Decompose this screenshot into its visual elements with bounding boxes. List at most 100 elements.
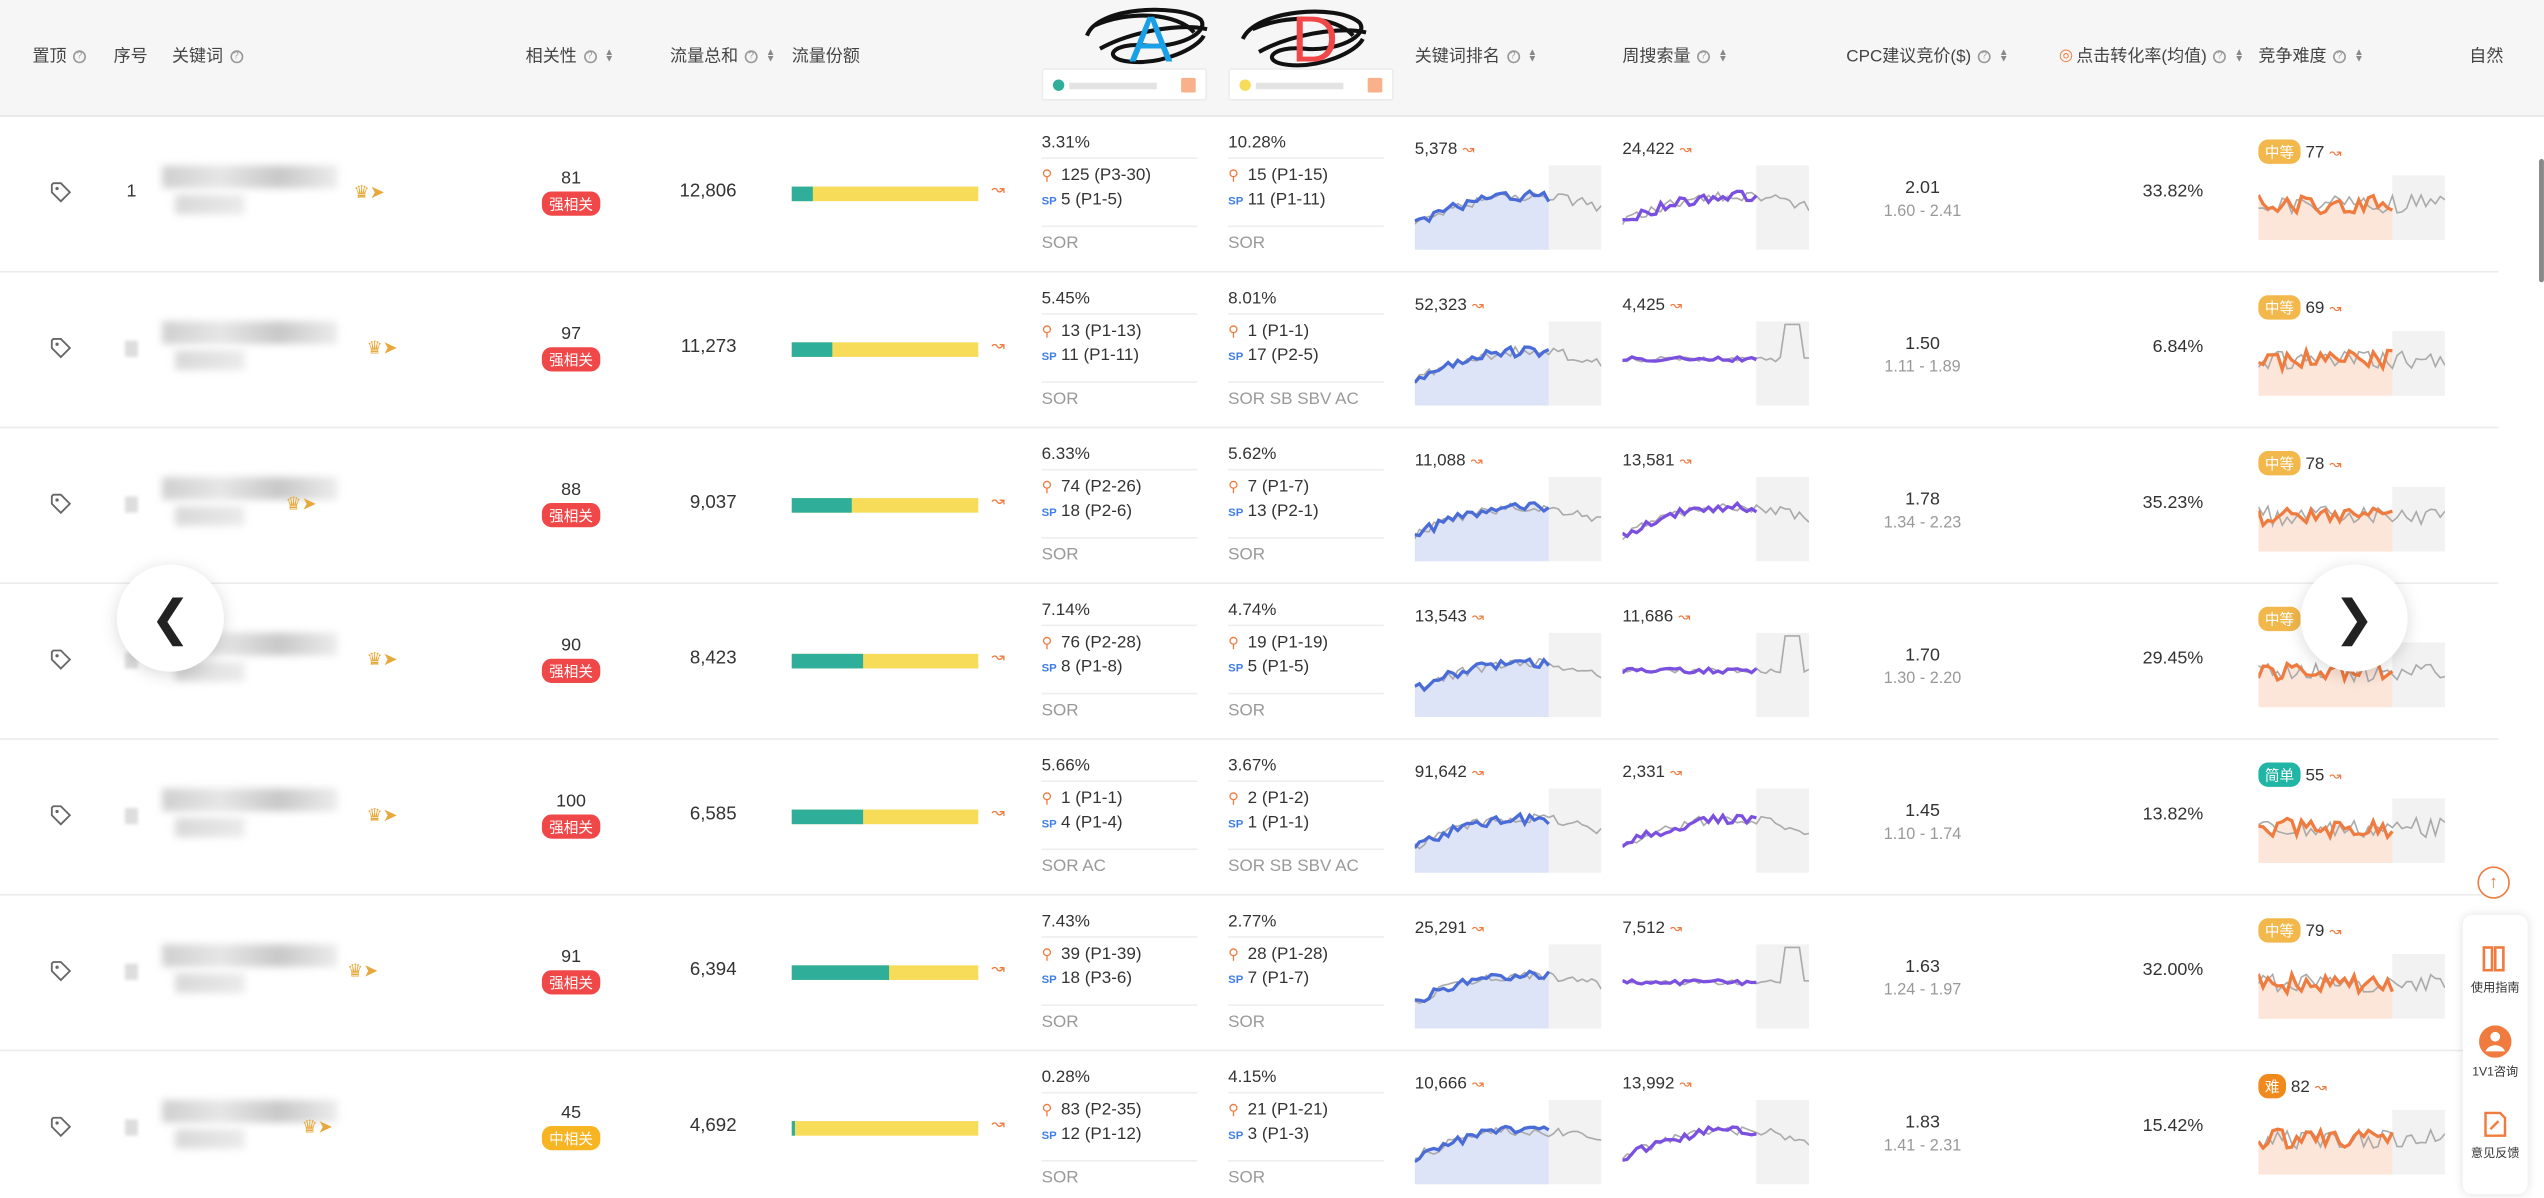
trend-icon[interactable]: ↝: [1471, 919, 1484, 937]
help-icon[interactable]: ?: [229, 49, 243, 63]
trend-icon[interactable]: ↝: [1470, 452, 1483, 469]
sort-icon[interactable]: ▲ ▼: [604, 47, 615, 65]
weekly-search-chart[interactable]: [1621, 788, 1810, 880]
keyword-text[interactable]: [162, 944, 338, 999]
sort-icon[interactable]: ▲ ▼: [2234, 47, 2245, 65]
rank-chart[interactable]: [1414, 476, 1602, 569]
trend-icon[interactable]: ↝: [1669, 296, 1683, 314]
trend-icon[interactable]: ↝: [2329, 767, 2342, 784]
trend-icon[interactable]: ↝: [991, 181, 1005, 200]
trend-icon[interactable]: ↝: [2314, 1078, 2327, 1096]
trend-icon[interactable]: ↝: [991, 337, 1005, 356]
trend-icon[interactable]: ↝: [1669, 764, 1683, 781]
trend-icon[interactable]: ↝: [1471, 1075, 1484, 1092]
table-row[interactable]: ♛➤ 100 强相关 6,585 ↝ 5.66% ⚲ 1 (P1-1) SP 4 (…: [0, 740, 2499, 896]
trend-icon[interactable]: ↝: [1678, 608, 1691, 625]
difficulty-chart[interactable]: [2256, 953, 2446, 1027]
tag-icon[interactable]: [50, 493, 72, 515]
rank-chart[interactable]: [1414, 944, 1603, 1036]
trend-icon[interactable]: ↝: [2329, 923, 2342, 940]
sort-icon[interactable]: ▲ ▼: [765, 47, 776, 65]
guide-button[interactable]: 使用指南: [2463, 944, 2528, 996]
weekly-search-chart[interactable]: [1621, 1099, 1810, 1192]
table-row[interactable]: ♛➤ 88 强相关 9,037 ↝ 6.33% ⚲ 74 (P2-26) SP 18…: [0, 428, 2499, 585]
help-icon[interactable]: ?: [2333, 49, 2346, 63]
header-traffic-total[interactable]: 流量总和? ▲ ▼: [670, 44, 775, 68]
rank-chart[interactable]: [1413, 1099, 1602, 1192]
difficulty-chart[interactable]: [2257, 330, 2446, 404]
competitor-d-selector[interactable]: [1228, 68, 1394, 101]
keyword-text[interactable]: [162, 321, 338, 376]
trend-icon[interactable]: ↝: [991, 1116, 1005, 1135]
next-button[interactable]: ❯: [2300, 564, 2408, 672]
help-icon[interactable]: ?: [1697, 49, 1711, 63]
difficulty-chart[interactable]: [2257, 798, 2446, 871]
trend-icon[interactable]: ↝: [2329, 300, 2342, 317]
weekly-search-chart[interactable]: [1622, 321, 1810, 413]
table-row[interactable]: 1 ♛➤ 81 强相关 12,806 ↝ 3.31% ⚲ 125 (P3-30) …: [0, 117, 2499, 273]
weekly-search-chart[interactable]: [1621, 632, 1810, 725]
trend-icon[interactable]: ↝: [2329, 144, 2342, 161]
consult-button[interactable]: 1V1咨询: [2463, 1025, 2528, 1080]
trend-icon[interactable]: ↝: [2329, 455, 2342, 473]
keyword-text[interactable]: [162, 165, 338, 220]
difficulty-chart[interactable]: [2256, 486, 2446, 560]
keyword-text[interactable]: [162, 476, 338, 532]
rank-chart[interactable]: [1413, 632, 1602, 725]
trend-icon[interactable]: ↝: [1679, 141, 1692, 158]
rank-chart[interactable]: [1413, 788, 1602, 880]
help-icon[interactable]: ?: [744, 49, 758, 63]
sort-icon[interactable]: ▲ ▼: [1527, 47, 1538, 65]
prev-button[interactable]: ❮: [116, 564, 224, 672]
difficulty-chart[interactable]: [2256, 642, 2446, 715]
tag-icon[interactable]: [50, 805, 72, 826]
table-row[interactable]: ♛➤ 91 强相关 6,394 ↝ 7.43% ⚲ 39 (P1-39) SP 18…: [0, 896, 2499, 1052]
header-relevance[interactable]: 相关性? ▲ ▼: [526, 44, 614, 68]
keyword-text[interactable]: [162, 788, 338, 843]
table-row[interactable]: ♛➤ 97 强相关 11,273 ↝ 5.45% ⚲ 13 (P1-13) SP 1…: [0, 273, 2499, 429]
table-row[interactable]: ♛➤ 45 中相关 4,692 ↝ 0.28% ⚲ 83 (P2-35) SP 12…: [0, 1051, 2498, 1198]
back-to-top-button[interactable]: ↑: [2477, 866, 2510, 899]
competitor-a-selector[interactable]: [1041, 68, 1208, 101]
feedback-button[interactable]: 意见反馈: [2463, 1110, 2528, 1162]
tag-icon[interactable]: [50, 960, 72, 982]
tag-icon[interactable]: [50, 182, 72, 203]
scrollbar[interactable]: [2539, 158, 2544, 283]
trend-icon[interactable]: ↝: [991, 804, 1005, 823]
table-row[interactable]: ♛➤ 90 强相关 8,423 ↝ 7.14% ⚲ 76 (P2-28) SP 8 …: [0, 584, 2499, 740]
help-icon[interactable]: ?: [1977, 49, 1991, 63]
trend-icon[interactable]: ↝: [1471, 296, 1484, 314]
tag-icon[interactable]: [50, 649, 72, 670]
trend-icon[interactable]: ↝: [1679, 452, 1692, 469]
trend-icon[interactable]: ↝: [1669, 919, 1683, 937]
sort-icon[interactable]: ▲ ▼: [2354, 47, 2364, 65]
trend-icon[interactable]: ↝: [991, 960, 1005, 979]
keyword-text[interactable]: [162, 1099, 338, 1155]
trend-icon[interactable]: ↝: [1471, 608, 1484, 625]
trend-icon[interactable]: ↝: [1462, 141, 1475, 158]
trend-icon[interactable]: ↝: [1471, 764, 1484, 781]
header-cpc[interactable]: CPC建议竞价($)? ▲ ▼: [1846, 44, 2008, 68]
help-icon[interactable]: ?: [583, 49, 597, 63]
rank-chart[interactable]: [1414, 165, 1602, 257]
help-icon[interactable]: ?: [1506, 49, 1520, 63]
weekly-search-chart[interactable]: [1621, 165, 1810, 257]
trend-icon[interactable]: ↝: [991, 493, 1005, 512]
header-weekly-search[interactable]: 周搜索量? ▲ ▼: [1622, 44, 1727, 68]
difficulty-chart[interactable]: [2256, 175, 2446, 248]
tag-icon[interactable]: [50, 1116, 72, 1138]
sort-icon[interactable]: ▲ ▼: [1718, 47, 1728, 65]
header-keyword-rank[interactable]: 关键词排名? ▲ ▼: [1415, 44, 1537, 68]
tag-icon[interactable]: [50, 337, 72, 359]
sort-icon[interactable]: ▲ ▼: [1998, 47, 2009, 65]
header-ctr[interactable]: ◎ 点击转化率(均值)? ▲ ▼: [2059, 44, 2244, 68]
trend-icon[interactable]: ↝: [1679, 1075, 1692, 1092]
help-icon[interactable]: ?: [2213, 49, 2227, 63]
rank-chart[interactable]: [1413, 321, 1602, 413]
weekly-search-chart[interactable]: [1621, 476, 1810, 569]
header-difficulty[interactable]: 竞争难度? ▲ ▼: [2258, 44, 2363, 68]
trend-icon[interactable]: ↝: [991, 648, 1005, 667]
weekly-search-chart[interactable]: [1621, 944, 1810, 1036]
help-icon[interactable]: ?: [73, 49, 86, 63]
difficulty-chart[interactable]: [2257, 1109, 2446, 1183]
